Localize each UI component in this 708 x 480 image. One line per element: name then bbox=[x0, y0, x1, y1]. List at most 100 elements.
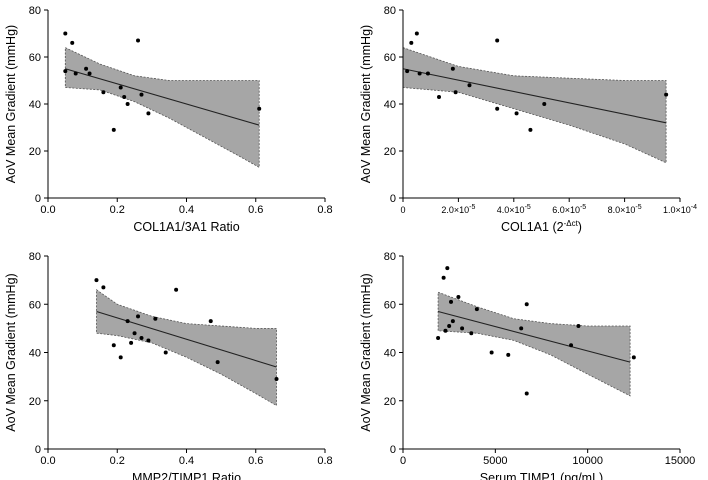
x-tick-label: 0.4 bbox=[179, 455, 194, 467]
data-point bbox=[101, 90, 106, 95]
y-tick-label: 80 bbox=[29, 5, 41, 17]
x-tick-label: 0 bbox=[400, 455, 406, 467]
data-point bbox=[449, 299, 454, 304]
y-tick-label: 20 bbox=[29, 146, 41, 158]
y-tick-label: 0 bbox=[35, 444, 41, 456]
data-point bbox=[409, 40, 414, 45]
x-tick-label: 1.0×10-4 bbox=[663, 204, 697, 215]
y-tick-label: 40 bbox=[29, 348, 41, 360]
regression-line bbox=[437, 310, 631, 363]
data-point bbox=[118, 355, 123, 360]
data-point bbox=[506, 352, 511, 357]
data-point bbox=[664, 92, 669, 97]
data-point bbox=[405, 69, 410, 74]
data-point bbox=[87, 71, 92, 76]
x-axis-label: Serum TIMP1 (pg/mL) bbox=[480, 471, 603, 480]
x-tick-label: 0.0 bbox=[40, 204, 55, 216]
x-tick-label: 0.8 bbox=[317, 455, 332, 467]
x-tick-label: 5000 bbox=[483, 455, 507, 467]
data-point bbox=[469, 331, 474, 336]
data-point bbox=[111, 127, 116, 132]
data-point bbox=[163, 350, 168, 355]
y-axis-label: AoV Mean Gradient (mmHg) bbox=[4, 273, 18, 431]
data-point bbox=[63, 31, 68, 36]
y-tick-label: 60 bbox=[29, 52, 41, 64]
x-axis-label: MMP2/TIMP1 Ratio bbox=[132, 471, 241, 480]
x-tick-label: 0.8 bbox=[317, 204, 332, 216]
data-point bbox=[70, 40, 75, 45]
data-point bbox=[101, 285, 106, 290]
y-tick-label: 20 bbox=[384, 396, 396, 408]
confidence-band bbox=[96, 289, 277, 407]
x-tick-label: 6.0×10-5 bbox=[552, 204, 586, 215]
data-point bbox=[441, 275, 446, 280]
data-point bbox=[495, 38, 500, 43]
chart-panel-3: 0 20 40 60 80 0.0 0.2 0.4 0.6 0.8 MMP2/TIMP1 Ratio… bbox=[4, 251, 333, 480]
data-point bbox=[436, 336, 441, 341]
y-tick-label: 40 bbox=[384, 99, 396, 111]
data-point bbox=[514, 111, 519, 116]
data-point bbox=[474, 307, 479, 312]
y-tick-label: 60 bbox=[384, 299, 396, 311]
x-tick-label: 15000 bbox=[665, 455, 696, 467]
y-axis-label: AoV Mean Gradient (mmHg) bbox=[4, 25, 18, 183]
y-tick-label: 0 bbox=[35, 193, 41, 205]
confidence-band bbox=[437, 291, 631, 397]
data-point bbox=[425, 71, 430, 76]
data-point bbox=[631, 355, 636, 360]
data-point bbox=[467, 83, 472, 88]
data-point bbox=[450, 319, 455, 324]
data-point bbox=[489, 350, 494, 355]
data-point bbox=[139, 336, 144, 341]
data-point bbox=[437, 94, 442, 99]
x-tick-label: 0.2 bbox=[110, 204, 125, 216]
data-point bbox=[519, 326, 524, 331]
x-tick-label: 0.4 bbox=[179, 204, 194, 216]
data-point bbox=[139, 92, 144, 97]
x-axis-label: COL1A1/3A1 Ratio bbox=[133, 220, 239, 234]
y-tick-label: 20 bbox=[29, 396, 41, 408]
y-tick-label: 60 bbox=[29, 299, 41, 311]
x-tick-label: 8.0×10-5 bbox=[608, 204, 642, 215]
y-tick-label: 60 bbox=[384, 52, 396, 64]
data-point bbox=[94, 278, 99, 283]
data-point bbox=[443, 328, 448, 333]
data-point bbox=[129, 340, 134, 345]
data-point bbox=[153, 316, 158, 321]
data-point bbox=[208, 319, 213, 324]
confidence-band bbox=[64, 46, 260, 169]
data-point bbox=[122, 94, 127, 99]
data-point bbox=[84, 66, 89, 71]
data-point bbox=[125, 319, 130, 324]
data-point bbox=[542, 102, 547, 106]
data-point bbox=[111, 343, 116, 348]
data-point bbox=[414, 31, 419, 36]
y-axis-label: AoV Mean Gradient (mmHg) bbox=[359, 25, 373, 183]
data-point bbox=[528, 127, 533, 132]
chart-panel-4: 0 20 40 60 80 0 5000 10000 15000 Serum TIMP1 (pg/… bbox=[359, 251, 695, 480]
data-point bbox=[495, 106, 500, 111]
data-point bbox=[445, 266, 450, 271]
data-point bbox=[456, 295, 461, 300]
data-point bbox=[73, 71, 78, 76]
y-tick-label: 80 bbox=[29, 251, 41, 263]
data-point bbox=[257, 106, 262, 111]
x-tick-label: 0 bbox=[400, 205, 405, 215]
data-point bbox=[132, 331, 137, 336]
data-point bbox=[576, 323, 581, 328]
data-point bbox=[146, 111, 151, 116]
data-point bbox=[146, 338, 151, 343]
x-tick-label: 10000 bbox=[572, 455, 603, 467]
x-tick-label: 0.6 bbox=[248, 204, 263, 216]
y-tick-label: 80 bbox=[384, 5, 396, 17]
data-point bbox=[136, 38, 141, 43]
x-tick-label: 0.2 bbox=[110, 455, 125, 467]
y-tick-label: 0 bbox=[390, 444, 396, 456]
regression-line bbox=[65, 68, 260, 126]
y-tick-label: 40 bbox=[29, 99, 41, 111]
data-point bbox=[118, 85, 123, 90]
data-point bbox=[174, 287, 179, 292]
data-point bbox=[63, 69, 68, 74]
data-point bbox=[215, 360, 220, 365]
